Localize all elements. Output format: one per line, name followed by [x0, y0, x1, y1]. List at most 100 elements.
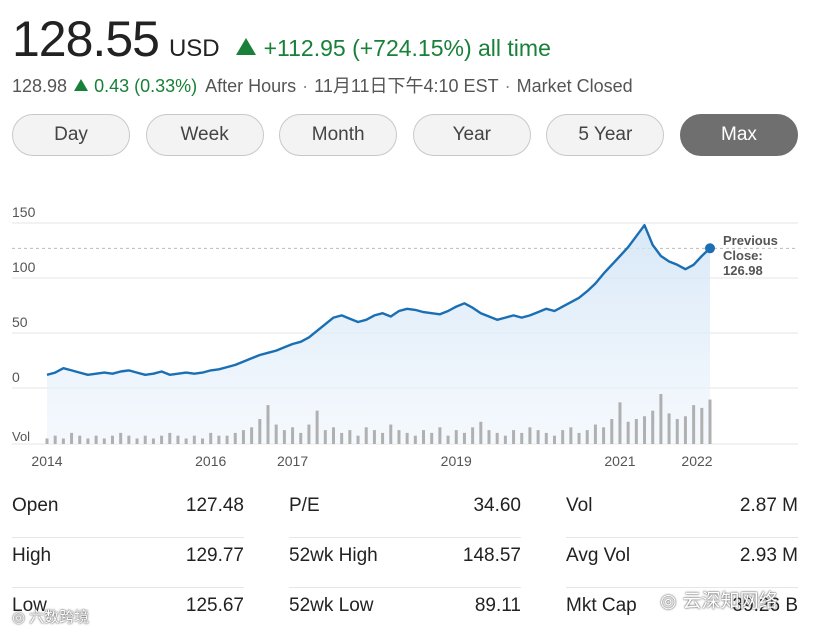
stat-value: 148.57: [462, 545, 521, 566]
volume-bar: [446, 435, 450, 444]
volume-bar: [176, 435, 180, 444]
volume-bar: [53, 435, 57, 444]
chart-line-layer: [46, 224, 715, 376]
volume-bar: [291, 427, 295, 444]
volume-bar: [462, 432, 466, 444]
previous-close-label: Previous Close: 126.98: [723, 233, 778, 278]
volume-bar: [86, 438, 90, 444]
volume-bar: [692, 405, 696, 444]
volume-bar: [143, 435, 147, 444]
volume-bar: [127, 435, 131, 444]
y-tick-label: 50: [12, 314, 28, 330]
stat-value: 34.60: [473, 495, 521, 516]
volume-bar: [135, 438, 139, 444]
stat-value: 2.93 M: [739, 545, 798, 566]
x-tick-label: 2022: [681, 453, 712, 469]
last-price-dot: [705, 243, 715, 254]
x-tick-label: 2017: [277, 453, 308, 469]
y-tick-label: 0: [12, 369, 20, 385]
volume-bar: [250, 427, 254, 444]
currency-label: USD: [168, 35, 220, 62]
stat-label: 52wk Low: [289, 595, 374, 616]
tab-year[interactable]: Year: [412, 114, 531, 156]
separator-dot: ·: [302, 76, 309, 96]
volume-bar: [626, 421, 630, 444]
x-tick-label: 2021: [604, 453, 635, 469]
volume-bar: [512, 430, 516, 444]
after-hours-label: After Hours: [205, 76, 297, 96]
volume-bar: [201, 438, 205, 444]
volume-bar: [266, 405, 270, 444]
stat-52wk-high: 52wk High 148.57: [289, 538, 521, 588]
volume-bar: [503, 435, 507, 444]
volume-bar: [413, 435, 417, 444]
volume-bar: [94, 435, 98, 444]
volume-bar: [233, 432, 237, 444]
volume-bar: [241, 430, 245, 444]
all-time-change: +112.95 (+724.15%) all time: [235, 35, 551, 62]
stats-column-1: Open 127.48 High 129.77 Low 125.67: [12, 488, 244, 638]
volume-bar: [225, 435, 229, 444]
stats-column-2: P/E 34.60 52wk High 148.57 52wk Low 89.11: [289, 488, 521, 638]
volume-bar: [643, 416, 647, 444]
stats-column-3: Vol 2.87 M Avg Vol 2.93 M Mkt Cap 39.26 B: [566, 488, 798, 638]
volume-bars: [45, 394, 712, 444]
volume-bar: [119, 432, 123, 444]
price-line: [46, 224, 711, 376]
stat-high: High 129.77: [12, 538, 244, 588]
volume-bar: [70, 432, 74, 444]
volume-bar: [315, 410, 319, 444]
up-triangle-icon: [74, 79, 89, 91]
volume-bar: [381, 432, 385, 444]
watermark-right: 云深知网络: [660, 586, 778, 613]
tab-max[interactable]: Max: [679, 114, 798, 156]
volume-bar: [45, 438, 49, 444]
volume-bar: [307, 424, 311, 444]
volume-bar: [602, 427, 606, 444]
volume-bar: [217, 435, 221, 444]
volume-bar: [471, 427, 475, 444]
stat-value: 125.67: [185, 595, 244, 616]
volume-label: Vol: [12, 429, 30, 444]
tab-day[interactable]: Day: [12, 114, 130, 156]
y-tick-label: 150: [12, 204, 36, 220]
volume-bar: [151, 438, 155, 444]
volume-bar: [356, 435, 360, 444]
tab-5-year[interactable]: 5 Year: [546, 114, 665, 156]
volume-bar: [552, 435, 556, 444]
volume-bar: [348, 430, 352, 444]
volume-bar: [209, 432, 213, 444]
stat-value: 89.11: [474, 595, 521, 616]
volume-bar: [520, 432, 524, 444]
stat-label: Vol: [566, 495, 593, 516]
all-time-change-text: +112.95 (+724.15%) all time: [263, 35, 551, 61]
volume-bar: [593, 424, 597, 444]
stat-value: 127.48: [185, 495, 244, 516]
stat-label: 52wk High: [289, 545, 378, 566]
volume-bar: [323, 430, 327, 444]
stat-label: Open: [12, 495, 59, 516]
stat-value: 2.87 M: [739, 495, 798, 516]
volume-bar: [675, 419, 679, 444]
tab-month[interactable]: Month: [279, 114, 398, 156]
volume-bar: [495, 432, 499, 444]
volume-bar: [160, 435, 164, 444]
volume-bar: [168, 432, 172, 444]
tab-week[interactable]: Week: [145, 114, 264, 156]
volume-bar: [438, 427, 442, 444]
volume-bar: [282, 430, 286, 444]
volume-bar: [405, 432, 409, 444]
volume-bar: [561, 430, 565, 444]
stat-vol: Vol 2.87 M: [566, 488, 798, 538]
volume-bar: [634, 419, 638, 444]
stat-value: 129.77: [185, 545, 244, 566]
after-hours-change: 0.43 (0.33%): [74, 76, 197, 97]
volume-bar: [331, 427, 335, 444]
volume-bar: [536, 430, 540, 444]
volume-bar: [364, 427, 368, 444]
x-tick-label: 2019: [441, 453, 472, 469]
volume-bar: [184, 438, 188, 444]
after-hours-change-text: 0.43 (0.33%): [94, 76, 198, 96]
